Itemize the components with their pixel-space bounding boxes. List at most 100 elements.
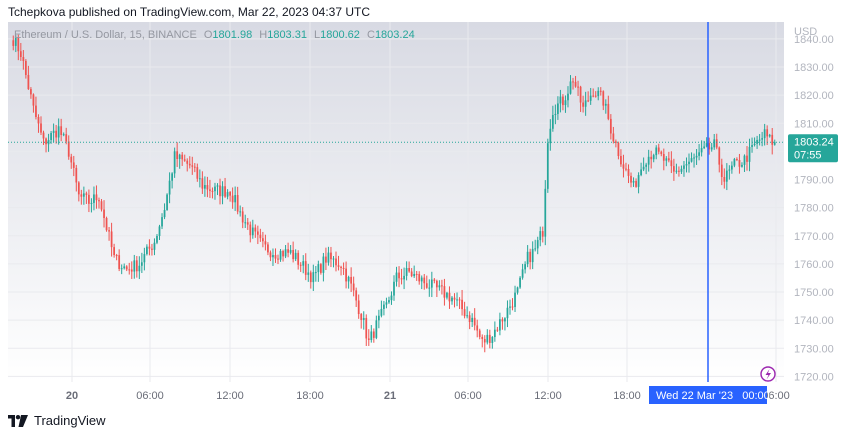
time-tick-label: 12:00 <box>534 390 562 402</box>
candle-body <box>151 248 153 250</box>
lightning-icon[interactable] <box>760 366 776 382</box>
candle-body <box>372 331 375 338</box>
candle-body <box>715 139 718 148</box>
candle-body <box>645 164 648 167</box>
candle-body <box>85 193 88 195</box>
candle-body <box>504 318 506 322</box>
candle-body <box>443 286 446 298</box>
candle-body <box>425 283 428 288</box>
candle-body <box>206 185 209 190</box>
candle-body <box>534 248 537 250</box>
candle-body <box>488 334 491 343</box>
candle-body <box>662 153 665 161</box>
candle-body <box>196 167 199 179</box>
candle-body <box>632 180 635 183</box>
candle-body <box>42 132 45 139</box>
candle-body <box>178 154 181 159</box>
candle-body <box>82 193 85 197</box>
candle-body <box>592 95 595 97</box>
candle-body <box>516 287 519 293</box>
candle-body <box>476 325 479 331</box>
candle-body <box>491 337 494 343</box>
candle-body <box>161 217 163 227</box>
candlestick-chart[interactable]: 1840.001830.001820.001810.001800.001790.… <box>8 22 842 408</box>
price-tick-label: 1720.00 <box>794 371 834 383</box>
candle-body <box>579 86 582 103</box>
price-tick-label: 1820.00 <box>794 90 834 102</box>
candle-body <box>448 292 451 302</box>
candle-body <box>388 300 390 303</box>
time-tick-label: 18:00 <box>613 390 641 402</box>
legend-h-value: 1803.31 <box>267 29 307 41</box>
time-tick-label: 06:00 <box>762 390 790 402</box>
candle-body <box>264 241 267 245</box>
candle-body <box>135 260 138 272</box>
crosshair-time-box <box>649 386 767 404</box>
candle-body <box>627 169 630 176</box>
candle-body <box>156 235 158 243</box>
candle-body <box>461 299 463 310</box>
candle-body <box>40 123 42 133</box>
candle-body <box>57 126 60 138</box>
candle-body <box>589 95 592 101</box>
time-axis: 20 06:00 12:00 18:00 21 06:00 12:00 18:00 06:00 <box>66 390 790 402</box>
candle-body <box>19 51 22 58</box>
candle-body <box>763 129 766 139</box>
candle-body <box>630 175 632 183</box>
candle-body <box>171 173 173 181</box>
price-tick-label: 1840.00 <box>794 34 834 46</box>
candle-body <box>430 279 433 288</box>
candle-body <box>607 103 610 119</box>
candle-body <box>216 185 219 187</box>
candle-body <box>393 281 395 296</box>
candle-body <box>120 268 123 270</box>
candle-body <box>693 157 695 159</box>
candle-body <box>307 272 310 275</box>
candle-body <box>748 146 751 162</box>
candle-body <box>357 300 360 315</box>
candle-body <box>181 154 184 160</box>
candle-body <box>584 100 587 107</box>
candle-body <box>377 315 380 321</box>
candle-body <box>405 267 408 276</box>
candle-body <box>594 95 597 97</box>
candle-body <box>342 267 345 269</box>
candle-body <box>72 162 75 168</box>
candle-body <box>441 285 443 287</box>
footer: TradingView <box>8 413 106 428</box>
candle-body <box>287 249 289 253</box>
candle-body <box>115 255 118 257</box>
candle-body <box>690 158 693 162</box>
chart-area[interactable]: 1840.001830.001820.001810.001800.001790.… <box>8 22 842 408</box>
candle-body <box>249 224 252 236</box>
price-tick-label: 1750.00 <box>794 287 834 299</box>
candle-body <box>483 339 486 343</box>
candle-body <box>678 170 680 172</box>
candle-body <box>637 175 640 187</box>
candle-body <box>45 138 47 145</box>
candle-body <box>166 194 168 210</box>
candle-body <box>362 317 365 320</box>
candle-body <box>143 254 146 263</box>
candle-body <box>330 252 332 260</box>
candle-body <box>50 132 52 141</box>
candle-body <box>496 329 499 331</box>
candle-body <box>32 94 35 106</box>
candle-body <box>736 159 738 161</box>
candle-body <box>652 155 655 160</box>
candle-body <box>650 156 653 160</box>
time-tick-label: 20 <box>66 390 78 402</box>
candle-body <box>24 60 27 75</box>
tradingview-logo-icon[interactable] <box>8 414 28 427</box>
candle-body <box>390 295 393 301</box>
candle-body <box>98 200 100 202</box>
candle-body <box>415 273 418 275</box>
candle-body <box>183 159 186 161</box>
footer-brand[interactable]: TradingView <box>34 413 106 428</box>
price-axis: 1840.001830.001820.001810.001800.001790.… <box>794 34 834 384</box>
candle-body <box>509 306 511 308</box>
candle-body <box>173 151 176 174</box>
price-tick-label: 1830.00 <box>794 62 834 74</box>
candle-body <box>466 315 469 317</box>
candle-body <box>158 226 161 236</box>
